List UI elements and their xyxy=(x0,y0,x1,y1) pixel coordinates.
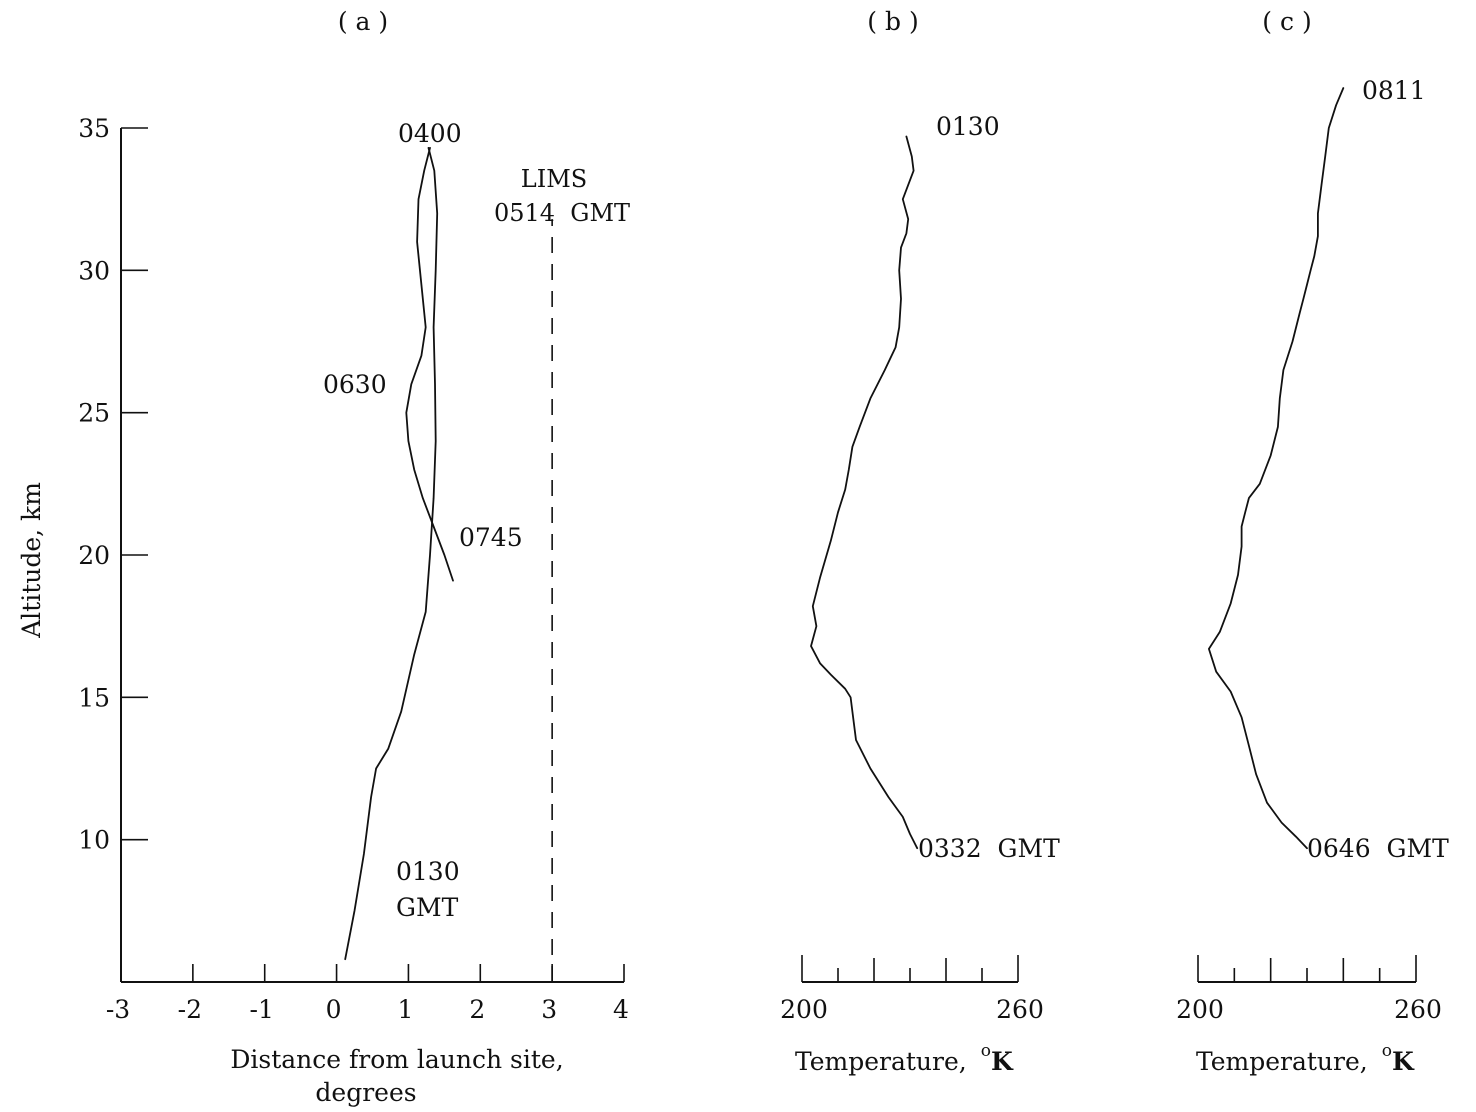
x-tick-label-0: 0 xyxy=(326,995,342,1024)
label-lims: LIMS xyxy=(521,165,587,193)
panel-b-top-label: 0130 xyxy=(936,112,1000,141)
y-tick-label-10: 10 xyxy=(78,826,110,855)
x-tick-label-4: 4 xyxy=(613,995,629,1024)
panel-c-bottom-label: 0646 GMT xyxy=(1307,834,1449,863)
label-lims-time: 0514 GMT xyxy=(494,199,630,227)
panel-b-unit-degree: o xyxy=(981,1041,991,1061)
y-tick-label-15: 15 xyxy=(78,683,110,712)
panel-c-x-axis-title: Temperature, oK xyxy=(1196,1041,1415,1076)
panel-b-label: ( b ) xyxy=(867,7,918,36)
panel-b-bottom-label: 0332 GMT xyxy=(918,834,1060,863)
panel-c-top-label: 0811 xyxy=(1362,76,1426,105)
panel-b-unit: K xyxy=(991,1047,1014,1076)
y-tick-label-35: 35 xyxy=(78,114,110,143)
panel-b-x-axis-title: Temperature, oK xyxy=(795,1041,1014,1076)
y-tick-label-30: 30 xyxy=(78,256,110,285)
panel-a-x-axis-title-units: degrees xyxy=(315,1078,416,1107)
panel-b-tick-label-200: 200 xyxy=(780,995,828,1024)
panel-b-x-axis-title-text: Temperature, xyxy=(795,1047,967,1076)
panel-b: ( b ) 0130 0332 GMT 200 260 Temperature,… xyxy=(780,7,1060,1076)
temperature-profile-b-curve xyxy=(810,135,919,850)
track-0130-curve xyxy=(344,147,439,961)
panel-a-label: ( a ) xyxy=(338,7,388,36)
panel-a-x-axis-title: Distance from launch site, xyxy=(230,1045,563,1074)
x-tick-label--1: -1 xyxy=(250,995,274,1024)
x-tick-label-1: 1 xyxy=(397,995,413,1024)
panel-a-x-ticks: -3 -2 -1 0 1 2 3 4 xyxy=(106,964,629,1024)
x-tick-label-3: 3 xyxy=(541,995,557,1024)
x-tick-label--3: -3 xyxy=(106,995,130,1024)
label-0400: 0400 xyxy=(398,119,462,148)
panel-c-tick-label-260: 260 xyxy=(1394,995,1442,1024)
panel-a-y-ticks: 35 30 25 20 15 10 xyxy=(78,114,148,855)
panel-a-y-axis-title: Altitude, km xyxy=(17,482,46,639)
label-0745: 0745 xyxy=(459,523,523,552)
panel-c-label: ( c ) xyxy=(1262,7,1311,36)
panel-b-tick-label-260: 260 xyxy=(996,995,1044,1024)
panel-c: ( c ) 0811 0646 GMT 200 260 Temperature,… xyxy=(1176,7,1449,1076)
track-0630-curve xyxy=(405,147,454,582)
panel-c-x-axis-title-text: Temperature, xyxy=(1196,1047,1368,1076)
label-0130: 0130 xyxy=(396,857,460,886)
label-0130-gmt: GMT xyxy=(396,893,459,922)
panel-c-unit: K xyxy=(1392,1047,1415,1076)
panel-c-x-axis xyxy=(1197,955,1417,983)
panel-b-x-axis xyxy=(801,955,1019,983)
panel-c-unit-degree: o xyxy=(1382,1041,1392,1061)
x-tick-label-2: 2 xyxy=(469,995,485,1024)
panel-c-tick-label-200: 200 xyxy=(1176,995,1224,1024)
temperature-profile-c-curve xyxy=(1208,87,1345,850)
x-tick-label--2: -2 xyxy=(178,995,202,1024)
y-tick-label-20: 20 xyxy=(78,541,110,570)
y-tick-label-25: 25 xyxy=(78,399,110,428)
label-0630: 0630 xyxy=(323,370,387,399)
